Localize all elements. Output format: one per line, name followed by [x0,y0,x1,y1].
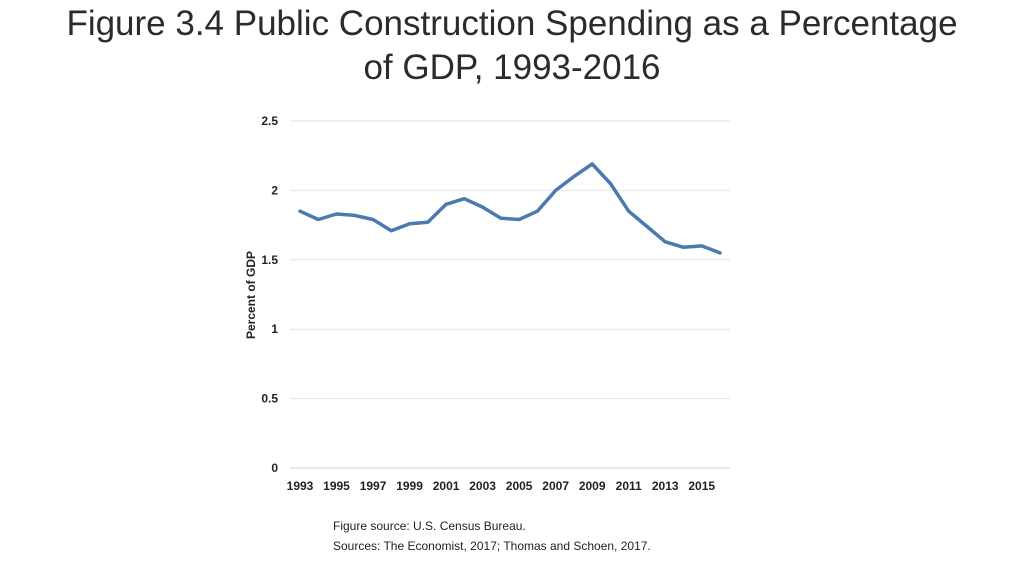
data-point-2005 [517,218,521,222]
title-line-2: of GDP, 1993-2016 [363,48,661,87]
data-point-2012 [645,224,649,228]
x-axis-tick-labels: 1993 1995 1997 1999 2001 2003 2005 2007 2009 2011… [287,479,716,493]
x-tick-2007: 2007 [542,479,569,493]
data-point-2003 [481,205,485,209]
x-tick-2005: 2005 [506,479,533,493]
data-point-2009 [590,162,594,166]
data-point-1999 [408,222,412,226]
x-tick-1993: 1993 [287,479,314,493]
data-point-2013 [663,240,667,244]
data-point-2016 [718,251,722,255]
y-tick-0.5: 0.5 [261,392,278,406]
series-line-0 [298,162,722,255]
data-point-2014 [681,245,685,249]
source-note: Figure source: U.S. Census Bureau. Sourc… [333,516,651,556]
data-point-1998 [389,229,393,233]
title-line-1: Figure 3.4 Public Construction Spending … [66,4,958,43]
x-tick-1995: 1995 [323,479,350,493]
x-tick-1997: 1997 [360,479,387,493]
x-tick-2015: 2015 [688,479,715,493]
slide-title: Figure 3.4 Public Construction Spending … [40,2,984,90]
data-point-2006 [535,209,539,213]
data-point-1993 [298,209,302,213]
sources-text: Sources: The Economist, 2017; Thomas and… [333,539,651,553]
data-point-2015 [700,244,704,248]
y-axis-title: Percent of GDP [244,251,258,339]
x-tick-2009: 2009 [579,479,606,493]
data-point-2007 [554,188,558,192]
y-tick-2.5: 2.5 [261,114,278,128]
x-tick-2013: 2013 [652,479,679,493]
series-lines [298,162,722,255]
data-point-2000 [426,220,430,224]
data-point-2004 [499,216,503,220]
data-point-2002 [462,197,466,201]
y-tick-1: 1 [271,322,278,336]
data-point-1997 [371,218,375,222]
figure-source-text: Figure source: U.S. Census Bureau. [333,519,526,533]
data-point-2010 [608,181,612,185]
y-axis-tick-labels: 0 0.5 1 1.5 2 2.5 [261,114,278,475]
gridlines [290,120,730,469]
data-point-2001 [444,202,448,206]
data-point-1994 [316,218,320,222]
y-tick-1.5: 1.5 [261,253,278,267]
data-point-2011 [627,209,631,213]
data-point-2008 [572,175,576,179]
data-points [298,162,722,255]
y-tick-0: 0 [271,461,278,475]
x-tick-2001: 2001 [433,479,460,493]
data-point-1996 [353,213,357,217]
x-tick-1999: 1999 [396,479,423,493]
y-tick-2: 2 [271,183,278,197]
x-tick-2011: 2011 [616,479,642,493]
data-point-1995 [335,212,339,216]
x-tick-2003: 2003 [469,479,496,493]
